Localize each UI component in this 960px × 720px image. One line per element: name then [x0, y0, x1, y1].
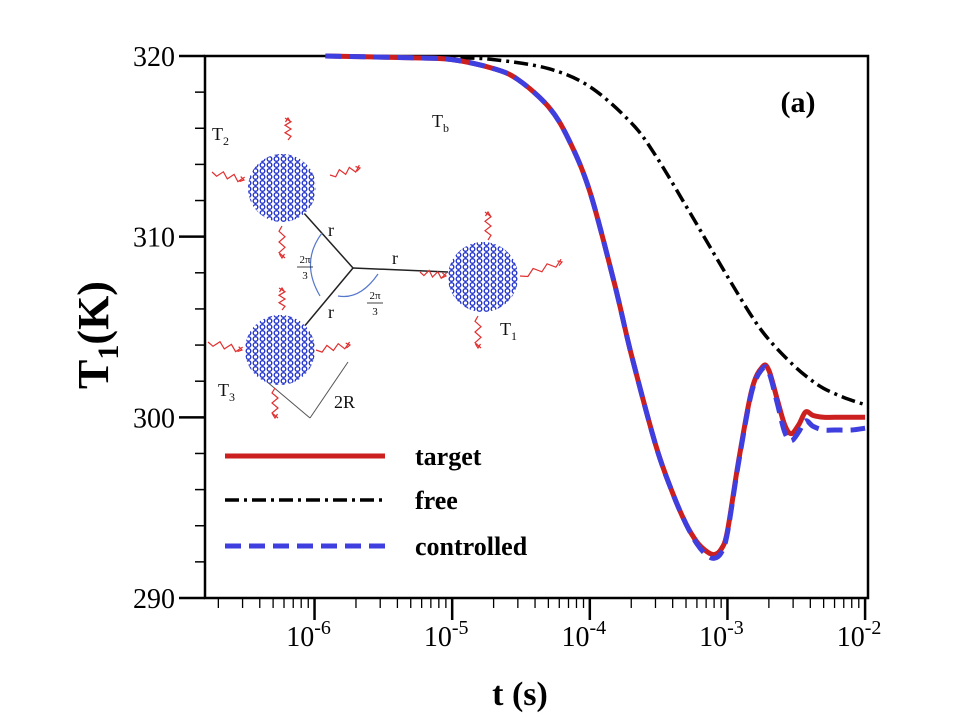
heat-wave-arrow [239, 176, 246, 183]
inset-schematic: T2 Tb T3 T1 r r r 2R 2π 3 2π 3 [207, 111, 564, 420]
heat-wave [283, 117, 293, 141]
link-line-t3 [302, 267, 354, 329]
heat-wave [329, 164, 360, 178]
series-line-target [325, 53, 866, 558]
heat-wave [278, 225, 286, 259]
heat-wave-arrow [278, 286, 286, 293]
y-tick-label: 320 [133, 42, 175, 73]
legend-label-controlled: controlled [415, 532, 528, 561]
heat-wave [271, 387, 279, 419]
label-tb: Tb [432, 111, 449, 135]
heat-wave-arrow [474, 343, 482, 350]
label-t2: T2 [212, 124, 229, 148]
heat-wave [207, 340, 244, 353]
heat-wave-arrow [484, 210, 492, 217]
series-group [325, 53, 866, 561]
x-tick-label: 10-5 [424, 617, 469, 653]
label-t3: T3 [218, 380, 235, 404]
heat-waves [207, 116, 564, 420]
heat-wave-arrow [345, 342, 352, 349]
heat-wave [484, 211, 492, 241]
x-axis-title: t (s) [492, 676, 548, 713]
heat-wave-arrow [271, 413, 279, 420]
angle-label-left: 2π 3 [297, 254, 313, 282]
y-tick-label: 310 [133, 223, 175, 254]
label-r-upper: r [328, 220, 334, 240]
particle-t1 [448, 242, 518, 312]
angle-arc-lower [337, 273, 379, 298]
x-tick-label: 10-6 [286, 617, 331, 653]
heat-wave-arrow [355, 165, 362, 172]
label-2r: 2R [334, 392, 355, 412]
y-axis: 320 310 300 290 [133, 42, 205, 615]
heat-wave-arrow [284, 116, 292, 123]
series-line-controlled [325, 53, 866, 561]
x-tick-label: 10-3 [699, 617, 744, 653]
plot-frame [203, 54, 870, 600]
heat-wave [519, 258, 562, 278]
legend: target free controlled [225, 442, 528, 561]
heat-wave-arrow [441, 272, 448, 279]
link-line-t2 [302, 211, 354, 269]
y-axis-title: T1(K) [69, 281, 125, 389]
heat-wave [474, 315, 482, 349]
series-line-free [325, 54, 866, 407]
link-line-t1 [352, 267, 449, 273]
panel-label: (a) [781, 86, 816, 119]
y-axis-title-main: T [69, 360, 118, 389]
x-tick-label: 10-4 [561, 617, 606, 653]
svg-text:3: 3 [372, 306, 378, 318]
heat-wave-arrow [237, 346, 244, 353]
legend-label-target: target [415, 442, 482, 471]
label-t1: T1 [500, 319, 517, 343]
y-tick-label: 290 [133, 584, 175, 615]
angle-arc-upper [309, 232, 323, 297]
heat-wave-arrow [278, 253, 286, 260]
angle-label-right: 2π 3 [367, 290, 383, 318]
heat-wave [419, 269, 447, 280]
svg-text:2π: 2π [299, 254, 311, 266]
label-r-right: r [392, 248, 398, 268]
y-tick-label: 300 [133, 403, 175, 434]
svg-text:2π: 2π [369, 290, 381, 302]
legend-label-free: free [415, 486, 458, 515]
heat-wave [211, 170, 246, 183]
x-axis: 10-6 10-5 10-4 10-3 10-2 [217, 598, 882, 653]
diameter-line-b [309, 361, 349, 419]
plot-border [203, 54, 870, 600]
y-axis-title-tail: (K) [69, 281, 118, 345]
y-axis-title-sub: 1 [92, 345, 125, 360]
particle-t3 [245, 315, 315, 385]
particle-t2 [248, 154, 316, 222]
heat-wave [277, 287, 287, 311]
x-tick-label: 10-2 [837, 617, 882, 653]
label-r-lower: r [328, 302, 334, 322]
svg-text:3: 3 [302, 270, 308, 282]
heat-wave-arrow [557, 260, 564, 266]
heat-wave [315, 341, 351, 353]
